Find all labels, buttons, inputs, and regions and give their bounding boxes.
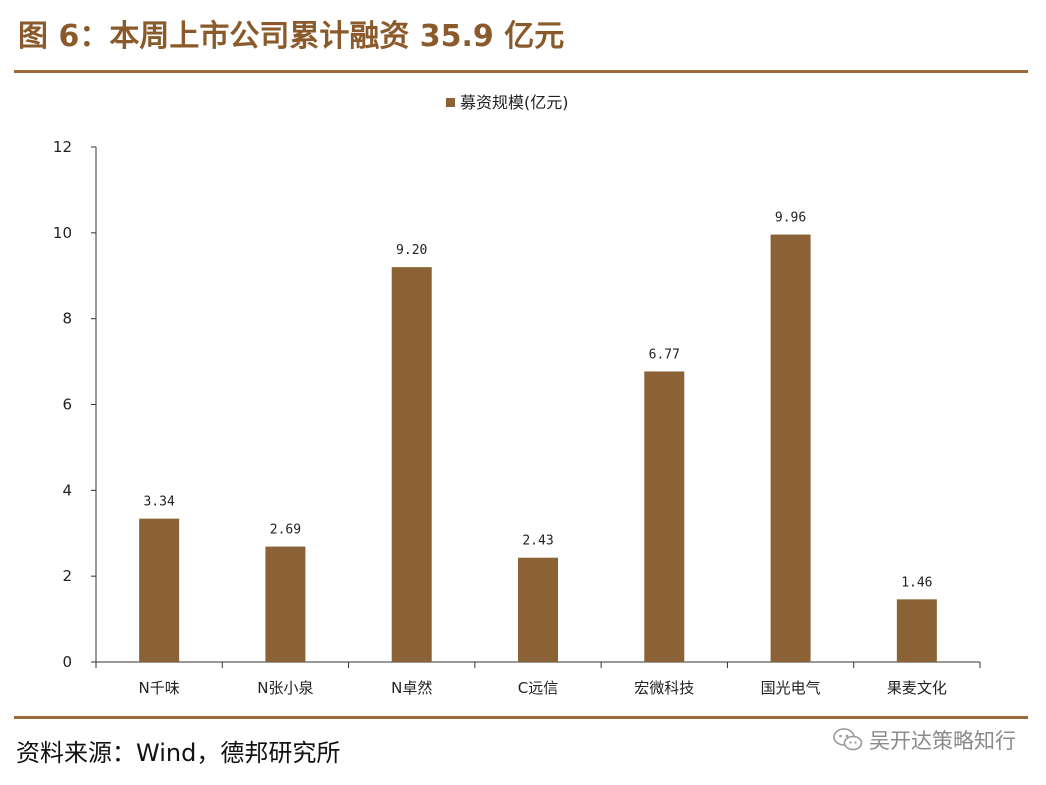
y-tick-label: 4 [62, 481, 72, 499]
data-label: 1.46 [901, 575, 932, 590]
bar [265, 546, 306, 662]
watermark-text: 吴开达策略知行 [869, 729, 1016, 753]
data-label: 9.96 [775, 211, 806, 226]
category-label: N卓然 [391, 679, 432, 697]
data-label: 3.34 [143, 495, 174, 510]
data-label: 2.69 [270, 523, 301, 538]
legend-swatch [446, 98, 455, 107]
bar-chart: 募资规模(亿元) 0 2 4 6 8 10 12 3.34 N千味 2.69 N张小泉 9.20 N卓然 2… [53, 93, 981, 697]
top-divider [14, 70, 1028, 73]
page-title: 图 6：本周上市公司累计融资 35.9 亿元 [18, 19, 565, 54]
watermark: 吴开达策略知行 [833, 722, 1016, 758]
wechat-icon [833, 728, 863, 751]
bar [391, 267, 432, 662]
y-tick-label: 10 [53, 224, 72, 242]
y-tick-label: 12 [53, 138, 72, 156]
data-label: 2.43 [522, 534, 553, 549]
data-label: 6.77 [649, 347, 680, 362]
bar [518, 557, 558, 662]
category-label: N千味 [139, 679, 180, 697]
y-tick-label: 2 [62, 567, 72, 585]
category-label: 果麦文化 [887, 679, 947, 697]
data-label: 9.20 [396, 243, 427, 258]
bottom-divider [14, 716, 1028, 719]
y-tick-label: 6 [62, 396, 72, 414]
bar [770, 234, 811, 663]
source-note: 资料来源：Wind，德邦研究所 [16, 739, 341, 767]
y-tick-label: 8 [62, 310, 72, 328]
bar [644, 371, 685, 662]
category-label: 宏微科技 [634, 679, 694, 697]
category-label: C远信 [518, 679, 558, 697]
category-label: N张小泉 [257, 679, 313, 697]
bar [896, 599, 937, 662]
category-label: 国光电气 [761, 679, 821, 697]
bar [139, 518, 180, 662]
legend-label: 募资规模(亿元) [460, 93, 569, 112]
y-tick-label: 0 [62, 653, 72, 671]
